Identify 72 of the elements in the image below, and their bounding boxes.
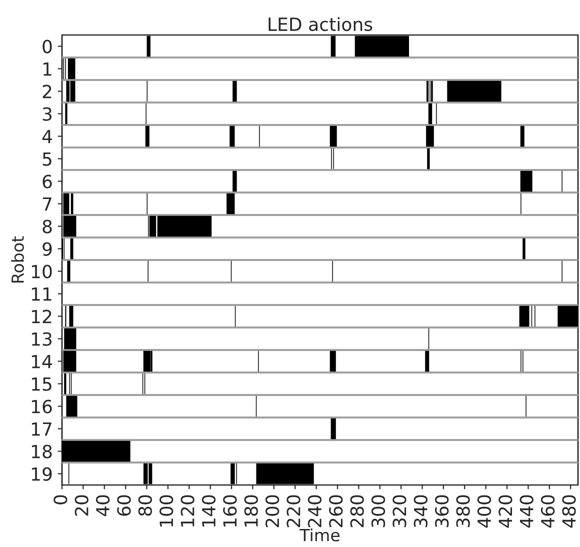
y-tick-label: 8 [42,220,52,234]
bar [226,193,235,214]
bar [232,170,237,192]
bar [230,126,235,147]
x-tick-label: 380 [456,495,470,528]
x-tick-label: 140 [202,495,216,527]
bar [330,418,336,440]
x-tick-label: 440 [520,495,534,528]
bar [426,80,429,102]
x-tick-label: 340 [414,495,428,528]
y-tick-label: 18 [32,444,52,458]
y-tick-label: 0 [42,40,52,54]
x-tick-label: 20 [74,495,88,516]
x-tick-label: 200 [265,495,280,528]
bar [519,306,530,327]
x-tick-label: 460 [540,495,555,528]
bar [70,80,76,102]
y-axis-title: Robot [11,236,24,283]
y-tick-label: 3 [42,107,52,121]
y-tick-label: 4 [42,130,52,144]
x-tick-label: 360 [435,495,449,528]
bar [68,58,76,80]
y-tick-label: 10 [32,264,52,278]
y-tick-label: 6 [42,174,52,188]
bar [330,126,337,147]
bar [143,350,150,372]
x-tick-label: 420 [498,495,512,528]
bar [447,80,502,102]
bar [428,103,432,124]
x-tick-label: 280 [350,495,364,528]
x-tick-label: 80 [138,495,152,516]
x-tick-label: 320 [392,495,406,528]
y-tick-label: 14 [32,354,52,368]
y-tick-label: 11 [32,287,52,301]
bar [522,238,526,260]
x-tick-label: 180 [244,495,258,527]
x-tick-label: 120 [180,495,194,527]
bar [520,170,532,192]
y-tick-label: 5 [42,152,52,166]
bar [425,350,430,372]
bar [427,148,430,170]
bar [232,80,237,102]
bar [330,350,336,372]
x-tick-label: 260 [329,495,343,528]
bar [520,126,524,147]
y-tick-label: 13 [32,332,52,346]
y-tick-label: 12 [32,310,52,324]
bar [67,260,70,282]
bar [426,126,434,147]
x-tick-label: 400 [477,495,492,528]
x-tick-label: 40 [96,495,110,516]
x-tick-label: 60 [117,495,131,516]
y-tick-label: 7 [42,197,52,211]
y-tick-label: 1 [43,62,52,76]
x-tick-label: 100 [160,495,174,527]
y-tick-label: 9 [42,242,52,256]
y-tick-label: 17 [32,422,52,436]
x-tick-label: 160 [223,495,237,527]
bar [66,396,78,417]
x-tick-label: 220 [286,495,300,528]
y-tick-label: 19 [32,467,52,481]
bar [69,306,74,327]
x-axis-title: Time [300,528,340,542]
x-tick-label: 480 [562,495,576,528]
y-tick-label: 15 [32,377,52,391]
y-tick-label: 2 [42,84,52,98]
x-tick-label: 0 [54,495,68,504]
y-tick-label: 16 [32,400,52,414]
x-tick-label: 300 [371,495,386,528]
x-tick-label: 240 [308,495,322,528]
bar [145,126,150,147]
chart-title: LED actions [268,17,372,32]
